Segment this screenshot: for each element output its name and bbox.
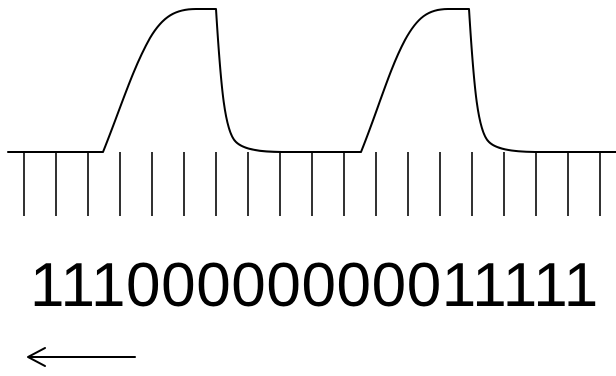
direction-arrow-icon: [27, 347, 136, 367]
signal-waveform: [7, 8, 616, 153]
clock-ticks: [23, 152, 601, 216]
bit-sequence-label: 11100000000011111: [30, 251, 599, 320]
